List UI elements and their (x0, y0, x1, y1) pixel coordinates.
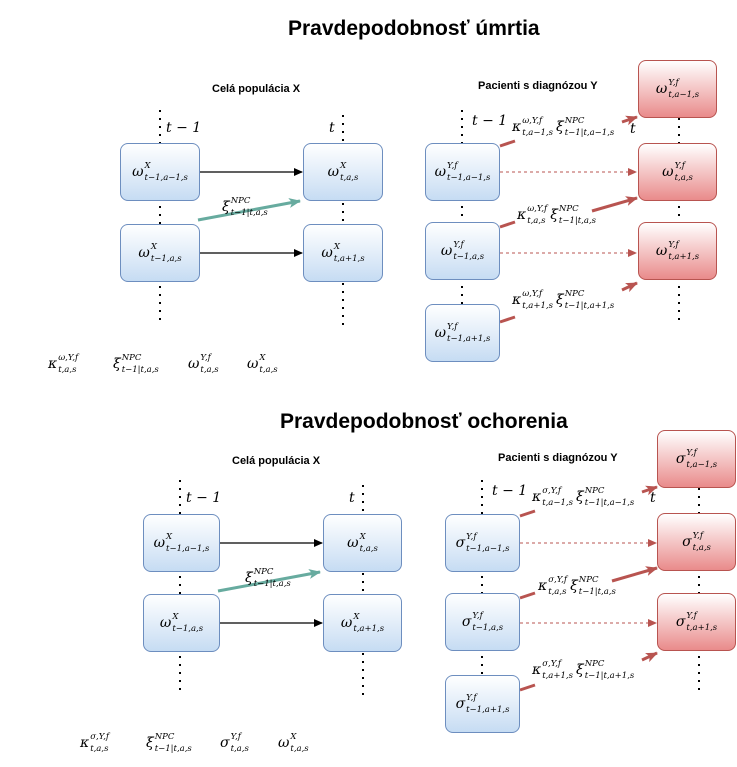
time-label-left: t − 1 (186, 490, 222, 506)
label-kappa-xi-3: κ σ,Y,f t,a+1,s ξ NPC t−1|t,a+1,s (532, 658, 635, 681)
box-sigma-y-a-plus-1: σ Y,f t,a+1,s (657, 593, 736, 651)
box-omega-y-a-1: ω Y,f t,a−1,s (638, 60, 717, 118)
label-kappa-xi-2: κ ω,Y,f t,a,s ξ NPC t−1|t,a,s (517, 203, 596, 226)
box-omega-y-prev-a-plus-1: ω Y,f t−1,a+1,s (425, 304, 500, 362)
arrow-red-head-3 (641, 651, 658, 663)
arrow-red-head-3 (621, 281, 638, 293)
right-header: Pacienti s diagnózou Y (478, 80, 598, 92)
legend-xi: ξ NPC t−1|t,a,s (146, 731, 192, 754)
right-header: Pacienti s diagnózou Y (498, 452, 618, 464)
legend-kappa: κ ω,Y,f t,a,s (48, 352, 79, 375)
arrow-npc-transition (197, 198, 301, 222)
box-sigma-y-a-1: σ Y,f t,a−1,s (657, 430, 736, 488)
label-kappa-xi-2: κ σ,Y,f t,a,s ξ NPC t−1|t,a,s (538, 574, 616, 597)
arrow-red-head-1 (621, 115, 638, 126)
label-kappa-xi-3: κ ω,Y,f t,a+1,s ξ NPC t−1|t,a+1,s (512, 288, 615, 311)
box-sigma-y-prev-a: σ Y,f t−1,a,s (445, 593, 520, 651)
box-omega-y-prev-a-1: ω Y,f t−1,a−1,s (425, 143, 500, 201)
time-label-left: t − 1 (166, 120, 202, 136)
left-header: Celá populácia X (232, 455, 321, 467)
box-omega-y-prev-a: ω Y,f t−1,a,s (425, 222, 500, 280)
legend-xi: ξ NPC t−1|t,a,s (113, 352, 159, 375)
box-omega-y-a-plus-1: ω Y,f t,a+1,s (638, 222, 717, 280)
arrow-red-stub-2 (499, 220, 516, 229)
arrow-red-head-1 (641, 485, 658, 496)
left-header: Celá populácia X (212, 83, 301, 95)
label-kappa-xi-1: κ σ,Y,f t,a−1,s ξ NPC t−1|t,a−1,s (532, 485, 635, 508)
time-label-right-y: t (630, 121, 636, 137)
label-kappa-xi-1: κ ω,Y,f t,a−1,s ξ NPC t−1|t,a−1,s (512, 115, 615, 138)
arrow-red-stub-2 (519, 591, 536, 600)
arrow-red-head-2 (591, 196, 638, 213)
legend-sigma-y: σ Y,f t,a,s (220, 731, 249, 754)
time-label-left-y: t − 1 (472, 113, 508, 129)
arrow-red-head-2 (611, 566, 658, 583)
label-npc-transition: ξ NPC t−1|t,a,s (245, 566, 291, 589)
box-sigma-y-prev-a-1: σ Y,f t−1,a−1,s (445, 514, 520, 572)
arrow-red-stub-3 (499, 315, 516, 324)
arrow-npc-transition (217, 569, 321, 593)
box-sigma-y-a: σ Y,f t,a,s (657, 513, 736, 571)
panel-title: Pravdepodobnosť ochorenia (280, 410, 568, 433)
panel-title: Pravdepodobnosť úmrtia (288, 17, 540, 40)
box-omega-y-a: ω Y,f t,a,s (638, 143, 717, 201)
arrow-red-stub-1 (499, 139, 516, 148)
arrow-red-stub-1 (519, 509, 536, 518)
label-npc-transition: ξ NPC t−1|t,a,s (222, 195, 268, 218)
legend-kappa: κ σ,Y,f t,a,s (80, 731, 110, 754)
time-label-right: t (349, 490, 355, 506)
time-label-right-y: t (650, 490, 656, 506)
legend-omega-y: ω Y,f t,a,s (188, 352, 219, 375)
time-label-right: t (329, 120, 335, 136)
arrow-red-stub-3 (519, 683, 536, 692)
time-label-left-y: t − 1 (492, 483, 528, 499)
box-sigma-y-prev-a-plus-1: σ Y,f t−1,a+1,s (445, 675, 520, 733)
